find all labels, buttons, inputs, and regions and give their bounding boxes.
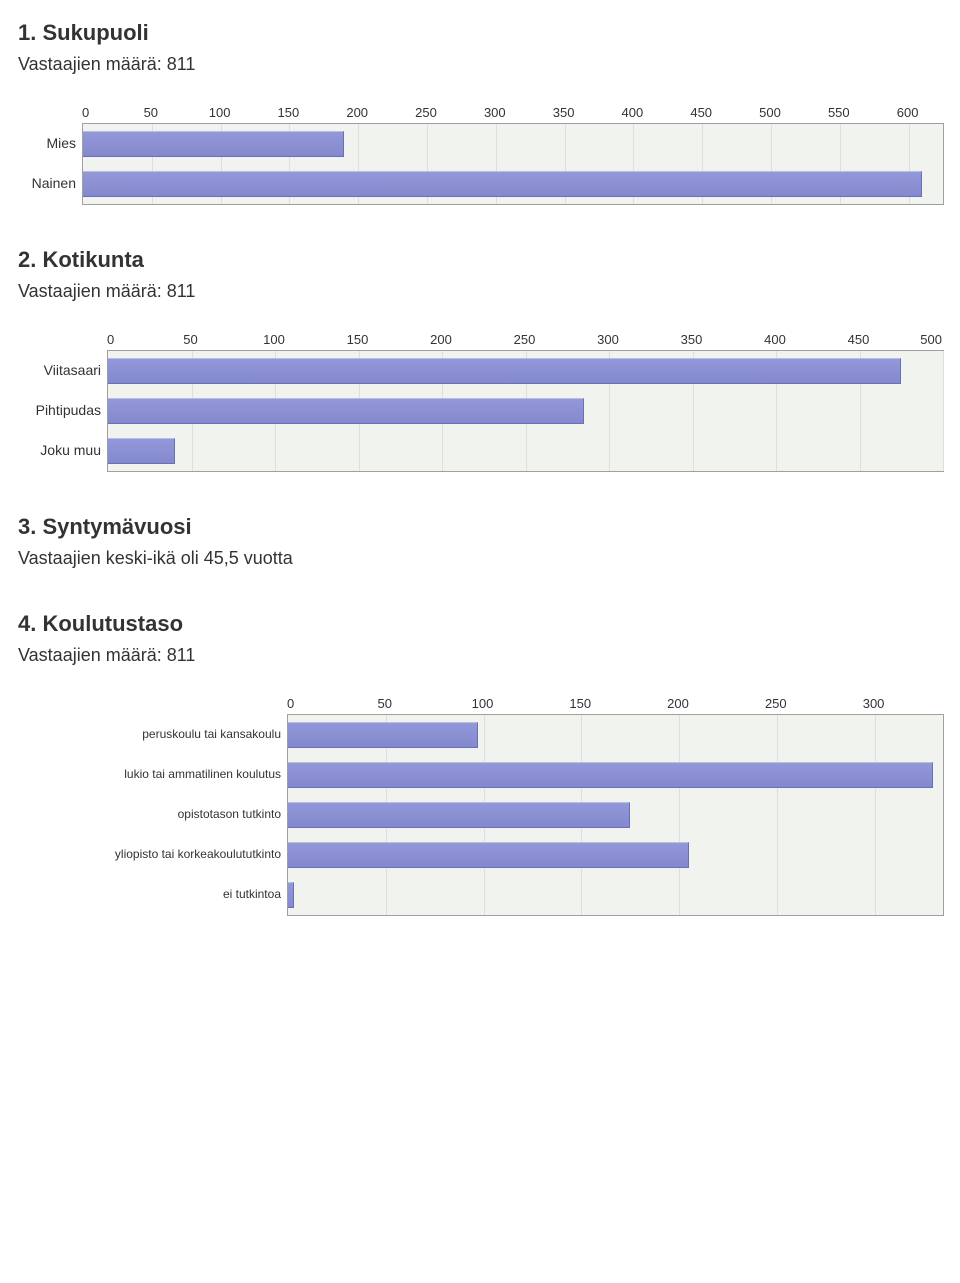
chart-grid	[287, 714, 944, 916]
tick-label: 250	[765, 696, 787, 711]
bar	[83, 171, 922, 197]
chart-x-axis: 0 50 100 150 200 250 300 350 400 450 500 550 600	[82, 105, 942, 123]
tick-label: 300	[484, 105, 506, 120]
bar-row	[288, 835, 943, 875]
tick-label: 50	[183, 332, 197, 347]
bar	[108, 438, 175, 464]
bar-row	[83, 164, 943, 204]
chart-kotikunta: ViitasaariPihtipudasJoku muu050100150200…	[18, 332, 942, 472]
section-title: 2. Kotikunta	[18, 247, 942, 273]
tick-label: 500	[759, 105, 781, 120]
chart-koulutustaso: peruskoulu tai kansakoululukio tai ammat…	[18, 696, 942, 916]
section-subtitle: Vastaajien määrä: 811	[18, 54, 942, 75]
category-label: Nainen	[18, 163, 82, 203]
chart-x-axis: 0 50 100 150 200 250 300 350 400 450 500	[107, 332, 942, 350]
bar	[288, 882, 294, 908]
tick-label: 450	[848, 332, 870, 347]
bar-row	[108, 431, 943, 471]
tick-label: 100	[263, 332, 285, 347]
chart-category-labels: ViitasaariPihtipudasJoku muu	[18, 332, 107, 472]
category-label: lukio tai ammatilinen koulutus	[108, 754, 287, 794]
tick-label: 200	[430, 332, 452, 347]
tick-label: 150	[569, 696, 591, 711]
tick-label: 200	[667, 696, 689, 711]
grid-line	[943, 351, 944, 471]
chart-category-labels: peruskoulu tai kansakoululukio tai ammat…	[108, 696, 287, 916]
chart-plot: 0 50 100 150 200 250 300 350 400 450 500 550 600	[82, 105, 942, 205]
bar	[108, 398, 584, 424]
tick-label: 150	[278, 105, 300, 120]
chart-x-axis: 0 50 100 150 200 250 300	[287, 696, 942, 714]
page: 1. Sukupuoli Vastaajien määrä: 811 MiesN…	[0, 0, 960, 988]
tick-label: 300	[597, 332, 619, 347]
tick-label: 150	[347, 332, 369, 347]
tick-label: 100	[472, 696, 494, 711]
bar-row	[108, 391, 943, 431]
chart-category-labels: MiesNainen	[18, 105, 82, 205]
category-label: opistotason tutkinto	[108, 794, 287, 834]
tick-label: 300	[863, 696, 885, 711]
section-sukupuoli: 1. Sukupuoli Vastaajien määrä: 811 MiesN…	[18, 20, 942, 205]
chart-plot: 0 50 100 150 200 250 300	[287, 696, 942, 916]
tick-label: 100	[209, 105, 231, 120]
bar-row	[288, 755, 943, 795]
bar-row	[288, 715, 943, 755]
tick-label: 0	[82, 105, 89, 120]
bar-row	[108, 351, 943, 391]
category-label: ei tutkintoa	[108, 874, 287, 914]
bar-row	[288, 795, 943, 835]
tick-label: 350	[681, 332, 703, 347]
category-label: peruskoulu tai kansakoulu	[108, 714, 287, 754]
tick-label: 400	[622, 105, 644, 120]
tick-label: 350	[553, 105, 575, 120]
chart-sukupuoli: MiesNainen050100150200250300350400450500…	[18, 105, 942, 205]
category-label: yliopisto tai korkeakoulututkinto	[108, 834, 287, 874]
tick-label: 50	[144, 105, 158, 120]
category-label: Joku muu	[18, 430, 107, 470]
chart-grid	[82, 123, 944, 205]
tick-label: 50	[378, 696, 392, 711]
section-kotikunta: 2. Kotikunta Vastaajien määrä: 811 Viita…	[18, 247, 942, 472]
chart-grid	[107, 350, 944, 472]
tick-label: 450	[690, 105, 712, 120]
chart-plot: 0 50 100 150 200 250 300 350 400 450 500	[107, 332, 942, 472]
section-subtitle: Vastaajien määrä: 811	[18, 645, 942, 666]
category-label: Mies	[18, 123, 82, 163]
section-subtitle: Vastaajien keski-ikä oli 45,5 vuotta	[18, 548, 942, 569]
tick-label: 250	[514, 332, 536, 347]
section-title: 1. Sukupuoli	[18, 20, 942, 46]
bar-row	[83, 124, 943, 164]
section-title: 3. Syntymävuosi	[18, 514, 942, 540]
tick-label: 500	[920, 332, 942, 347]
bar	[108, 358, 901, 384]
tick-label: 0	[287, 696, 294, 711]
category-label: Pihtipudas	[18, 390, 107, 430]
tick-label: 550	[828, 105, 850, 120]
section-title: 4. Koulutustaso	[18, 611, 942, 637]
tick-label: 400	[764, 332, 786, 347]
tick-label: 600	[897, 105, 919, 120]
section-koulutustaso: 4. Koulutustaso Vastaajien määrä: 811 pe…	[18, 611, 942, 916]
section-subtitle: Vastaajien määrä: 811	[18, 281, 942, 302]
bar	[288, 722, 478, 748]
bar	[288, 802, 630, 828]
category-label: Viitasaari	[18, 350, 107, 390]
bar	[288, 762, 933, 788]
bar-row	[288, 875, 943, 915]
tick-label: 0	[107, 332, 114, 347]
tick-label: 200	[346, 105, 368, 120]
bar	[83, 131, 344, 157]
section-syntymavuosi: 3. Syntymävuosi Vastaajien keski-ikä oli…	[18, 514, 942, 569]
tick-label: 250	[415, 105, 437, 120]
bar	[288, 842, 689, 868]
